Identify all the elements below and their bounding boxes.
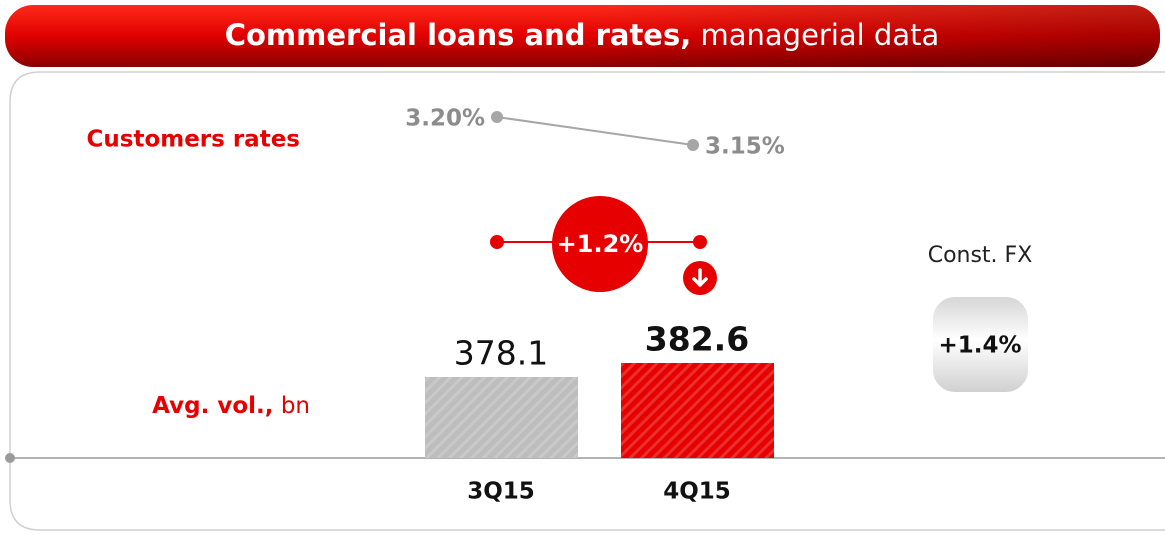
rate-label: 3.15%: [705, 134, 785, 160]
const-fx-label: Const. FX: [928, 243, 1033, 268]
bar-unit: bn: [281, 393, 310, 419]
rate-point: [687, 139, 699, 151]
bar-label: Avg. vol., bn: [152, 393, 310, 419]
down-arrow: [692, 268, 708, 287]
bar-value: 382.6: [645, 320, 749, 359]
header-title: Commercial loans and rates,: [225, 18, 692, 52]
change-dot: [693, 235, 707, 249]
change-dot: [490, 235, 504, 249]
rate-label: 3.20%: [405, 106, 485, 132]
rate-point: [491, 111, 503, 123]
header-shade: [5, 5, 1160, 67]
x-tick-label: 4Q15: [663, 479, 731, 505]
const-fx-value: +1.4%: [938, 333, 1021, 359]
panel: [9, 71, 1165, 531]
bar-hatch: [425, 376, 578, 458]
change-circle: [552, 196, 648, 292]
change-text: +1.2%: [557, 230, 644, 258]
baseline-dot: [5, 453, 15, 463]
bar-label-name: Avg. vol.,: [152, 393, 273, 419]
const-fx-box: [933, 297, 1028, 392]
line-label: Customers rates: [87, 127, 301, 153]
x-tick-label: 3Q15: [467, 479, 535, 505]
rate-line: [496, 116, 694, 146]
bar-value: 378.1: [454, 333, 548, 372]
header-text: Commercial loans and rates, managerial d…: [225, 18, 940, 52]
header-subtitle: managerial data: [700, 18, 939, 52]
bar-hatch: [621, 363, 774, 458]
